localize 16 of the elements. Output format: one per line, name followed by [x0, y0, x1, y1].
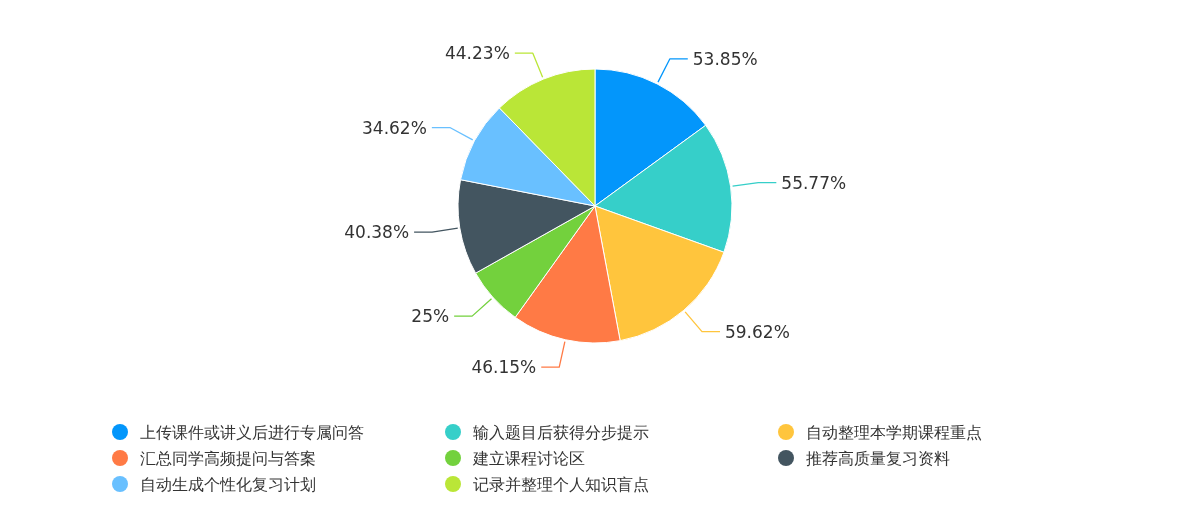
data-label: 25%: [411, 306, 450, 327]
legend-label: 推荐高质量复习资料: [806, 449, 950, 468]
data-label: 55.77%: [781, 172, 847, 193]
data-label: 40.38%: [344, 222, 410, 243]
data-label: 44.23%: [444, 43, 510, 64]
data-label: 46.15%: [471, 357, 537, 378]
data-label: 59.62%: [724, 321, 790, 342]
legend-label: 自动整理本学期课程重点: [806, 423, 982, 442]
data-label: 34.62%: [362, 117, 427, 138]
legend-label: 上传课件或讲义后进行专属问答: [140, 423, 364, 442]
legend-label: 记录并整理个人知识盲点: [473, 475, 649, 494]
data-label: 53.85%: [692, 48, 758, 69]
legend-label: 汇总同学高频提问与答案: [140, 449, 316, 468]
legend-label: 建立课程讨论区: [472, 449, 585, 468]
legend-label: 自动生成个性化复习计划: [140, 475, 316, 494]
legend-label: 输入题目后获得分步提示: [473, 423, 649, 442]
